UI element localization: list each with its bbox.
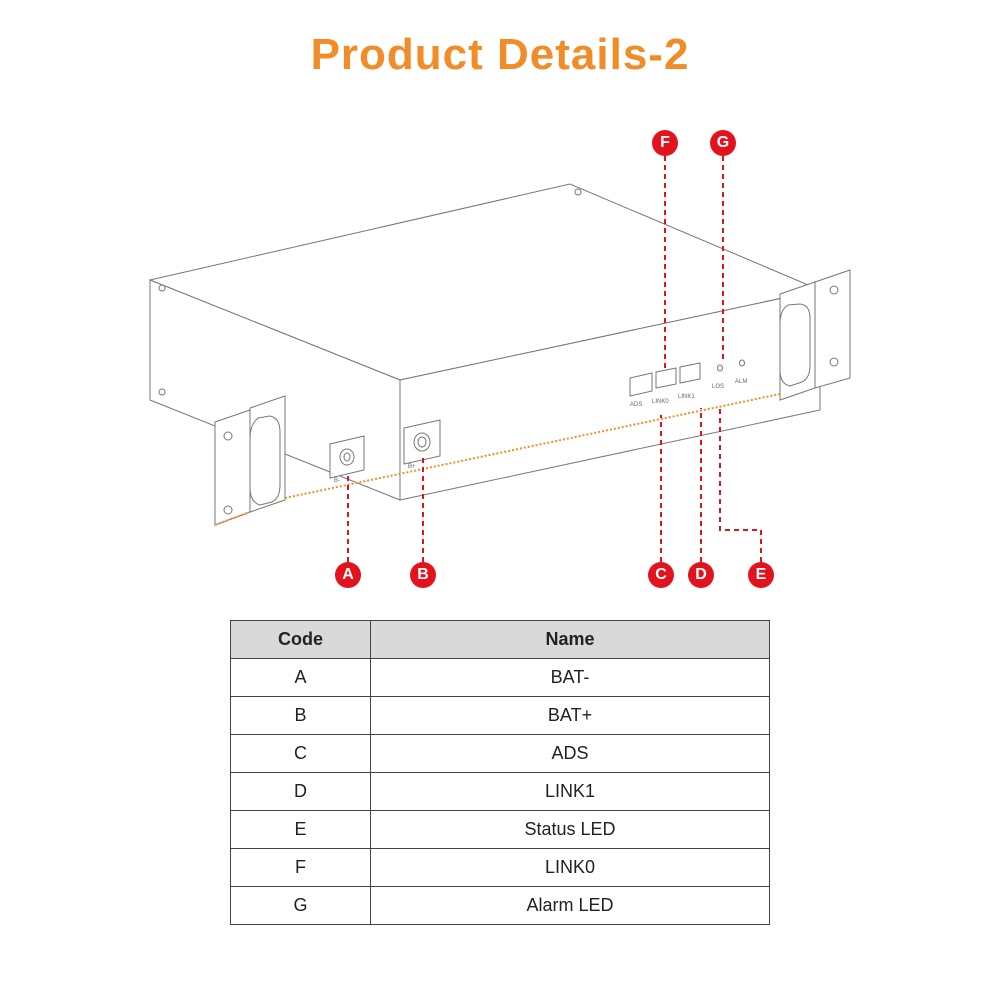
badge-G: G	[710, 130, 736, 156]
table-row: C ADS	[231, 735, 770, 773]
cell-code: B	[231, 697, 371, 735]
svg-text:ADS: ADS	[630, 402, 642, 408]
diagram-region: B- B+ ADS LINK0 LINK1 LOS ALM	[100, 110, 900, 590]
cell-code: G	[231, 887, 371, 925]
cell-code: D	[231, 773, 371, 811]
table-header-row: Code Name	[231, 621, 770, 659]
cell-name: Status LED	[371, 811, 770, 849]
cell-name: BAT+	[371, 697, 770, 735]
col-header-code: Code	[231, 621, 371, 659]
legend-table: Code Name A BAT- B BAT+ C ADS D LINK1 E	[230, 620, 770, 925]
legend-table-wrap: Code Name A BAT- B BAT+ C ADS D LINK1 E	[230, 620, 770, 925]
badge-B: B	[410, 562, 436, 588]
svg-text:B+: B+	[408, 464, 416, 470]
badge-C: C	[648, 562, 674, 588]
table-row: G Alarm LED	[231, 887, 770, 925]
svg-text:LINK1: LINK1	[678, 394, 695, 400]
cell-name: LINK1	[371, 773, 770, 811]
table-row: F LINK0	[231, 849, 770, 887]
table-row: E Status LED	[231, 811, 770, 849]
cell-name: Alarm LED	[371, 887, 770, 925]
badge-D: D	[688, 562, 714, 588]
cell-name: BAT-	[371, 659, 770, 697]
svg-text:ALM: ALM	[735, 379, 747, 385]
device-illustration: B- B+ ADS LINK0 LINK1 LOS ALM	[100, 110, 900, 590]
badge-E: E	[748, 562, 774, 588]
cell-code: C	[231, 735, 371, 773]
svg-text:B-: B-	[334, 478, 340, 484]
cell-code: E	[231, 811, 371, 849]
table-row: B BAT+	[231, 697, 770, 735]
table-row: D LINK1	[231, 773, 770, 811]
badge-F: F	[652, 130, 678, 156]
svg-text:LOS: LOS	[712, 384, 724, 390]
svg-text:LINK0: LINK0	[652, 399, 669, 405]
badge-A: A	[335, 562, 361, 588]
cell-name: ADS	[371, 735, 770, 773]
table-row: A BAT-	[231, 659, 770, 697]
col-header-name: Name	[371, 621, 770, 659]
cell-name: LINK0	[371, 849, 770, 887]
page-title: Product Details-2	[0, 30, 1000, 80]
cell-code: F	[231, 849, 371, 887]
cell-code: A	[231, 659, 371, 697]
